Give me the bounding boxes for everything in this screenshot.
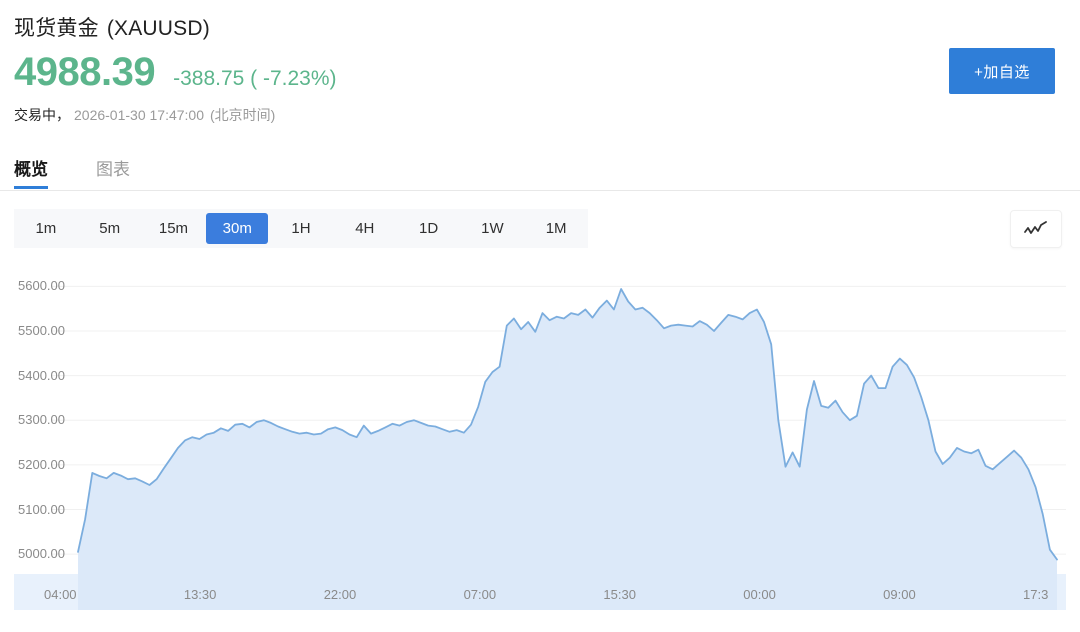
line-chart-icon: [1024, 221, 1047, 234]
x-axis-tick: 04:00: [44, 587, 77, 602]
chart-type-button[interactable]: [1010, 210, 1062, 248]
timezone-label: (北京时间): [210, 107, 276, 123]
y-axis-tick: 5400.00: [18, 367, 65, 383]
instrument-header: 现货黄金 (XAUUSD) 4988.39 -388.75 ( -7.23%) 交…: [14, 12, 337, 125]
timeframe-30m[interactable]: 30m: [206, 213, 269, 244]
instrument-name: 现货黄金: [14, 17, 99, 40]
timeframe-4h[interactable]: 4H: [355, 220, 375, 237]
y-axis-tick: 5600.00: [18, 278, 65, 294]
y-axis-tick: 5500.00: [18, 322, 65, 338]
price-block: 4988.39 -388.75 ( -7.23%): [14, 52, 337, 92]
market-status: 交易中，: [14, 107, 70, 123]
timeframe-1M[interactable]: 1M: [545, 220, 567, 237]
timeframe-1w[interactable]: 1W: [481, 220, 504, 237]
timeframe-1m[interactable]: 1m: [35, 220, 57, 237]
tab-chart[interactable]: 图表: [96, 160, 130, 179]
y-axis-tick: 5200.00: [18, 456, 65, 472]
x-axis-tick: 09:00: [883, 587, 916, 602]
price-chart[interactable]: 5000.00 5100.00 5200.00 5300.00 5400.00 5500.…: [14, 256, 1066, 610]
x-axis-tick: 17:3: [1023, 587, 1049, 602]
page-title: 现货黄金 (XAUUSD): [14, 12, 337, 42]
x-axis-tick: 22:00: [323, 587, 357, 602]
market-status-row: 交易中， 2026-01-30 17:47:00 (北京时间): [14, 105, 337, 125]
tab-bar: 概览 图表: [14, 155, 178, 189]
timeframe-15m[interactable]: 15m: [158, 220, 189, 237]
x-axis-tick: 00:00: [743, 587, 776, 602]
timeframe-5m[interactable]: 5m: [99, 220, 121, 237]
y-axis-tick: 5000.00: [18, 546, 65, 562]
instrument-symbol: (XAUUSD): [106, 17, 210, 40]
y-axis-tick: 5100.00: [18, 501, 65, 517]
tab-overview[interactable]: 概览: [14, 155, 48, 189]
quote-timestamp: 2026-01-30 17:47:00: [74, 107, 204, 123]
timeframe-1h[interactable]: 1H: [291, 220, 311, 237]
timeframe-1d[interactable]: 1D: [418, 220, 439, 237]
tab-divider: [0, 190, 1080, 191]
x-axis-tick: 07:00: [463, 587, 497, 602]
current-price: 4988.39: [14, 50, 156, 94]
x-axis-tick: 15:30: [603, 587, 636, 602]
y-axis-tick: 5300.00: [18, 412, 65, 428]
timeframe-selector: 1m 5m 15m 30m 1H 4H 1D 1W 1M: [14, 209, 588, 248]
x-axis-tick: 13:30: [183, 587, 217, 602]
add-watchlist-button[interactable]: +加自选: [949, 48, 1055, 94]
chart-canvas: [14, 256, 1066, 610]
price-change: -388.75 ( -7.23%): [173, 67, 337, 90]
